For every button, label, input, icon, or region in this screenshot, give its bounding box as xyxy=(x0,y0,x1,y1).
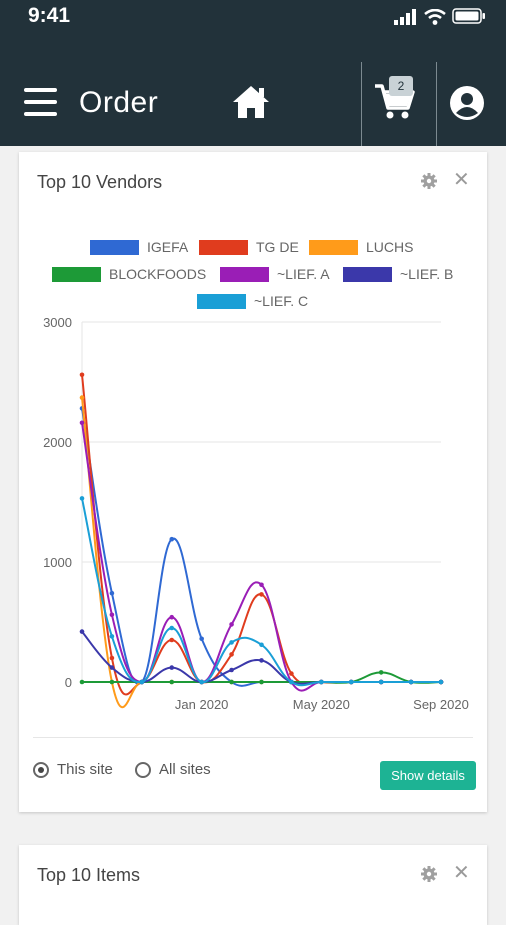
menu-icon[interactable] xyxy=(24,88,57,118)
data-point xyxy=(378,679,384,685)
battery-icon xyxy=(452,8,485,24)
app-bar: Order 2 xyxy=(0,62,506,146)
wifi-icon xyxy=(424,9,446,25)
gear-icon[interactable] xyxy=(421,866,437,882)
signal-icon xyxy=(394,9,416,25)
home-icon[interactable] xyxy=(231,84,271,120)
data-point xyxy=(109,665,115,670)
app-bar-divider xyxy=(361,62,362,146)
status-icons xyxy=(386,7,486,27)
data-point xyxy=(79,629,85,634)
page-title: Order xyxy=(79,86,159,119)
data-point xyxy=(199,679,204,685)
series-line xyxy=(81,498,441,687)
close-icon[interactable]: ✕ xyxy=(453,169,470,191)
data-point xyxy=(169,625,175,631)
data-point xyxy=(229,679,234,685)
status-bar: 9:41 xyxy=(0,0,506,62)
series-line xyxy=(81,630,441,685)
app-bar-divider xyxy=(436,62,437,146)
x-tick-label: Jan 2020 xyxy=(175,697,229,712)
y-tick-label: 0 xyxy=(65,675,72,690)
close-icon[interactable]: ✕ xyxy=(453,862,470,884)
data-point xyxy=(169,614,175,620)
data-point xyxy=(378,670,384,675)
data-point xyxy=(199,636,204,642)
status-time: 9:41 xyxy=(28,4,71,27)
data-point xyxy=(139,679,145,685)
data-point xyxy=(79,679,85,685)
data-point xyxy=(79,395,85,400)
data-point xyxy=(109,655,115,661)
y-tick-label: 3000 xyxy=(43,315,72,330)
card-title: Top 10 Vendors xyxy=(37,172,163,192)
data-point xyxy=(79,420,85,426)
cart-count-badge: 2 xyxy=(389,76,413,96)
data-point xyxy=(79,496,85,501)
y-tick-label: 1000 xyxy=(43,555,72,570)
data-point xyxy=(259,658,264,663)
data-point xyxy=(169,679,175,685)
data-point xyxy=(79,372,85,378)
data-point xyxy=(289,679,294,685)
data-point xyxy=(229,652,234,657)
x-tick-label: May 2020 xyxy=(293,697,350,712)
data-point xyxy=(438,679,444,685)
user-account-icon[interactable] xyxy=(449,85,485,121)
top-vendors-card: Top 10 Vendors ✕ IGEFA TG DE LUCHS BLOCK… xyxy=(19,152,487,812)
data-point xyxy=(229,640,234,645)
y-tick-label: 2000 xyxy=(43,435,72,450)
data-point xyxy=(109,679,115,685)
divider xyxy=(33,737,473,738)
data-point xyxy=(259,679,264,685)
data-point xyxy=(229,622,234,627)
data-point xyxy=(408,679,414,685)
data-point xyxy=(109,590,115,596)
vendors-line-chart: 0 1000 2000 3000 Jan 2020 May 2020 Sep 2020 xyxy=(43,315,469,712)
data-point xyxy=(259,592,264,597)
data-point xyxy=(259,642,264,648)
data-point xyxy=(259,582,264,588)
data-point xyxy=(348,679,354,685)
card-title: Top 10 Items xyxy=(37,865,141,885)
x-tick-label: Sep 2020 xyxy=(413,697,469,712)
data-point xyxy=(169,665,175,670)
data-point xyxy=(229,667,234,673)
show-details-button[interactable]: Show details xyxy=(380,761,476,790)
series-line xyxy=(81,422,441,692)
data-point xyxy=(169,536,175,542)
top-items-card: Top 10 Items ✕ xyxy=(19,845,487,925)
gear-icon[interactable] xyxy=(421,173,437,189)
data-point xyxy=(109,634,115,639)
data-point xyxy=(109,612,115,618)
data-point xyxy=(289,671,294,676)
data-point xyxy=(169,637,175,643)
data-point xyxy=(319,679,324,685)
